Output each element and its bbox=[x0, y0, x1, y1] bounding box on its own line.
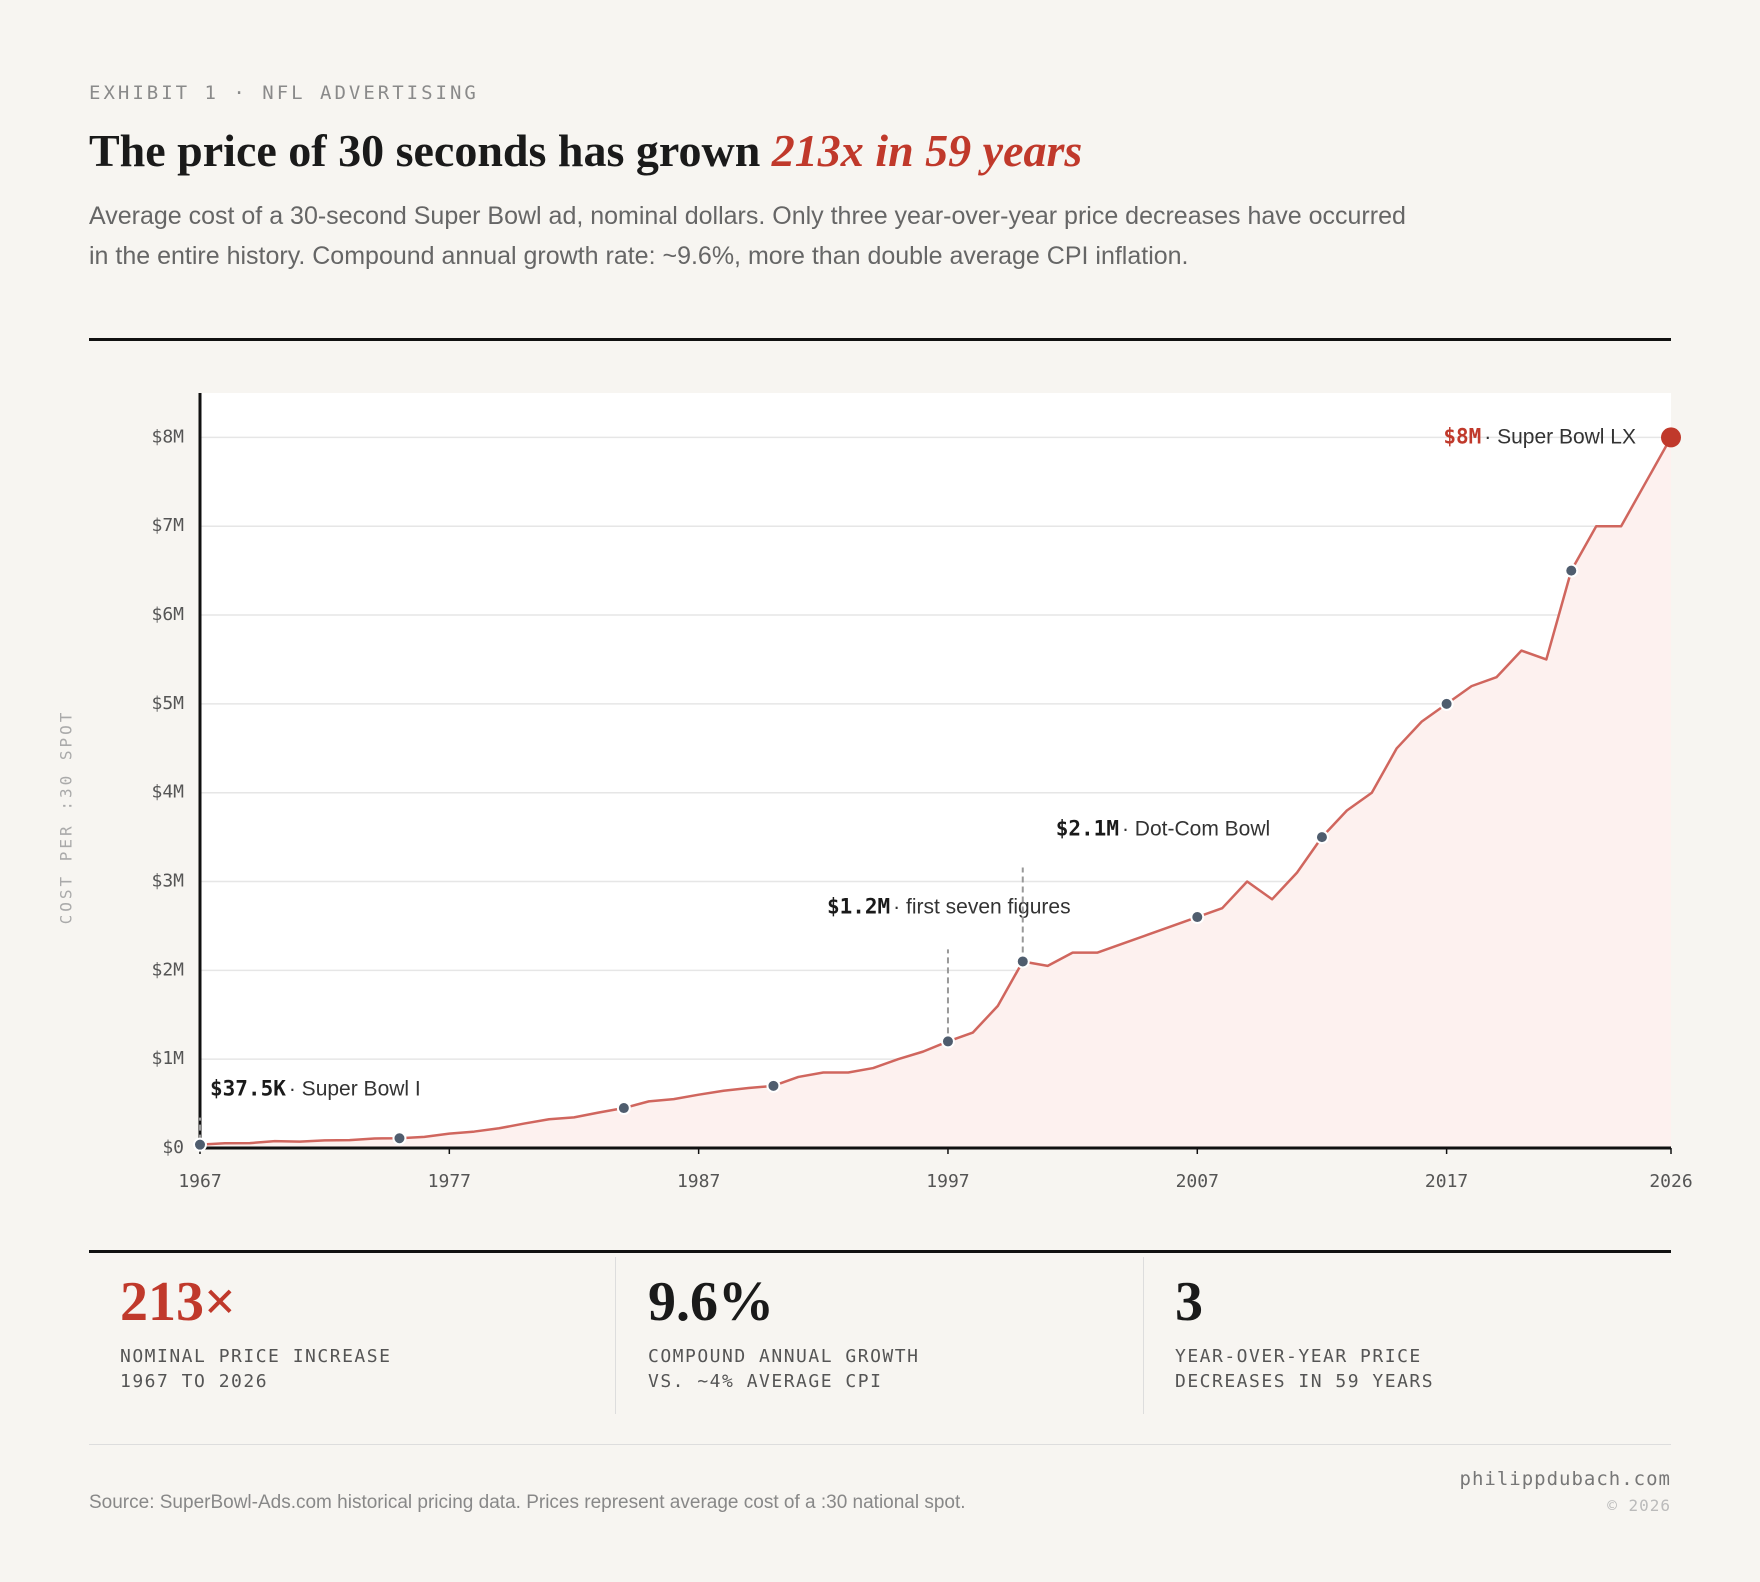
marker bbox=[940, 1034, 955, 1049]
marker bbox=[766, 1078, 781, 1093]
area bbox=[200, 437, 1671, 1149]
eyebrow: EXHIBIT 1 · NFL ADVERTISING bbox=[89, 82, 479, 104]
x-tick-label: 2017 bbox=[1425, 1171, 1468, 1192]
annotation-value: $8M bbox=[1443, 424, 1481, 448]
subtitle: Average cost of a 30-second Super Bowl a… bbox=[89, 202, 1406, 270]
stat: 213× NOMINAL PRICE INCREASE 1967 TO 2026 bbox=[120, 1272, 600, 1394]
stat-label-line: NOMINAL PRICE INCREASE bbox=[120, 1346, 392, 1367]
source: Source: SuperBowl-Ads.com historical pri… bbox=[89, 1492, 966, 1513]
stat-label: YEAR-OVER-YEAR PRICE DECREASES IN 59 YEAR… bbox=[1175, 1344, 1655, 1394]
rule bbox=[89, 338, 1671, 341]
x-tick-label: 2026 bbox=[1649, 1171, 1692, 1192]
title: The price of 30 seconds has grown 213x i… bbox=[89, 124, 1082, 177]
annotation-value: $37.5K bbox=[210, 1077, 286, 1101]
stat-label-line: VS. ~4% AVERAGE CPI bbox=[648, 1371, 883, 1392]
divider bbox=[615, 1257, 616, 1414]
stat-label-line: 1967 TO 2026 bbox=[120, 1371, 269, 1392]
annotation-text: · Super Bowl LX bbox=[1484, 425, 1636, 448]
stat-label-line: YEAR-OVER-YEAR PRICE bbox=[1175, 1346, 1422, 1367]
annotation-text: · Dot-Com Bowl bbox=[1122, 817, 1270, 840]
marker bbox=[392, 1131, 407, 1146]
site: philippdubach.com bbox=[1459, 1468, 1671, 1490]
x-tick-label: 1997 bbox=[926, 1171, 969, 1192]
y-tick-label: $2M bbox=[151, 959, 184, 980]
y-tick-label: $8M bbox=[151, 426, 184, 447]
title-highlight: 213x in 59 years bbox=[771, 125, 1083, 176]
line bbox=[199, 436, 1673, 1146]
y-tick-label: $3M bbox=[151, 871, 184, 892]
marker bbox=[193, 1137, 207, 1152]
stat-value: 9.6% bbox=[648, 1271, 774, 1333]
annotation-text: · first seven figures bbox=[893, 895, 1070, 918]
stat-label: NOMINAL PRICE INCREASE 1967 TO 2026 bbox=[120, 1344, 600, 1394]
annotation-value: $2.1M bbox=[1056, 816, 1119, 840]
annotation: $2.1M · Dot-Com Bowl bbox=[1056, 816, 1270, 840]
rule bbox=[89, 1444, 1671, 1445]
stat-label: COMPOUND ANNUAL GROWTH VS. ~4% AVERAGE CP… bbox=[648, 1344, 1128, 1394]
marker bbox=[1314, 830, 1329, 845]
y-tick-label: $7M bbox=[151, 515, 184, 536]
copyright: © 2026 bbox=[1607, 1496, 1671, 1515]
marker bbox=[1661, 427, 1681, 448]
stat: 3 YEAR-OVER-YEAR PRICE DECREASES IN 59 YE… bbox=[1175, 1272, 1655, 1394]
stat-label-line: COMPOUND ANNUAL GROWTH bbox=[648, 1346, 920, 1367]
stat-value: 213× bbox=[120, 1271, 236, 1333]
y-tick-label: $4M bbox=[151, 782, 184, 803]
annotation-text: · Super Bowl I bbox=[289, 1077, 421, 1100]
title-text: The price of 30 seconds has grown bbox=[89, 125, 761, 176]
y-axis-label: COST PER :30 SPOT bbox=[57, 710, 76, 925]
stat-label-line: DECREASES IN 59 YEARS bbox=[1175, 1371, 1435, 1392]
marker bbox=[1190, 910, 1205, 925]
stat-value: 3 bbox=[1175, 1271, 1203, 1333]
chart: $0 $1M $2M $3M $4M $5M $6M $7M $8M 1967 1977 1987 19… bbox=[57, 393, 1693, 1192]
marker bbox=[1564, 563, 1579, 578]
marker bbox=[616, 1101, 631, 1116]
annotation-value: $1.2M bbox=[827, 894, 890, 918]
x-tick-label: 1967 bbox=[178, 1171, 221, 1192]
y-tick-label: $6M bbox=[151, 604, 184, 625]
marker bbox=[1439, 696, 1454, 711]
y-tick-label: $5M bbox=[151, 693, 184, 714]
annotation: $37.5K · Super Bowl I bbox=[210, 1077, 421, 1101]
marker bbox=[1015, 954, 1030, 969]
x-tick-label: 1977 bbox=[428, 1171, 471, 1192]
y-tick-label: $0 bbox=[162, 1137, 184, 1158]
stat: 9.6% COMPOUND ANNUAL GROWTH VS. ~4% AVERA… bbox=[648, 1272, 1128, 1394]
x-tick-label: 2007 bbox=[1176, 1171, 1219, 1192]
x-tick-label: 1987 bbox=[677, 1171, 720, 1192]
y-tick-label: $1M bbox=[151, 1048, 184, 1069]
divider bbox=[1143, 1257, 1144, 1414]
rule bbox=[89, 1250, 1671, 1253]
annotation: $1.2M · first seven figures bbox=[827, 894, 1071, 918]
annotation: $8M · Super Bowl LX bbox=[1443, 424, 1636, 448]
